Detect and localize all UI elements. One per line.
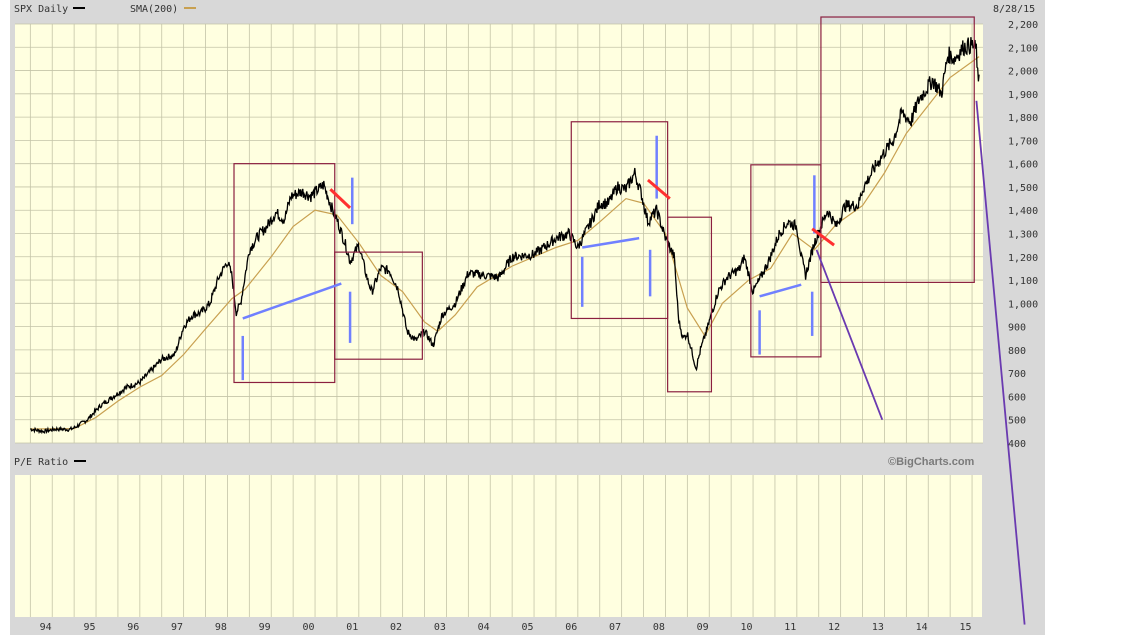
x-tick-label: 12 [828,622,840,633]
y-tick-label: 400 [1008,439,1026,450]
y-tick-label: 500 [1008,416,1026,427]
y-tick-label: 1,900 [1008,90,1038,101]
sma-label: SMA(200) [130,4,178,15]
purple-projection-line [975,100,1026,625]
lower-panel-header [10,454,1045,468]
x-tick-label: 07 [609,622,621,633]
series-legend-swatch [73,7,85,9]
y-tick-label: 1,800 [1008,113,1038,124]
date-label: 8/28/15 [993,4,1035,15]
annotation-box [820,16,975,283]
series-label: SPX Daily [14,4,68,15]
pe-legend-swatch [74,460,86,462]
y-tick-label: 1,100 [1008,276,1038,287]
x-tick-label: 96 [127,622,139,633]
red-trend-line [329,188,352,209]
x-tick-label: 08 [653,622,665,633]
purple-projection-line [815,249,884,421]
annotation-box [334,251,423,360]
credit-label: ©BigCharts.com [888,456,975,468]
annotation-box [667,216,713,393]
horizontal-gridlines [15,23,983,444]
x-tick-label: 15 [959,622,971,633]
sma-legend-swatch [184,7,196,9]
x-tick-label: 99 [259,622,271,633]
y-tick-label: 1,400 [1008,206,1038,217]
blue-trend-line [242,282,342,320]
x-tick-label: 03 [434,622,446,633]
x-tick-label: 94 [40,622,52,633]
x-tick-label: 11 [784,622,796,633]
annotations [233,16,1026,625]
x-tick-label: 13 [872,622,884,633]
y-tick-label: 700 [1008,369,1026,380]
blue-trend-line [582,236,640,249]
x-tick-label: 97 [171,622,183,633]
pe-ratio-label: P/E Ratio [14,457,68,468]
x-tick-label: 09 [697,622,709,633]
x-tick-label: 14 [916,622,928,633]
x-tick-label: 00 [302,622,314,633]
red-trend-line [646,178,671,200]
x-tick-label: 98 [215,622,227,633]
x-tick-label: 02 [390,622,402,633]
y-tick-label: 1,300 [1008,230,1038,241]
blue-trend-line [759,283,802,298]
y-tick-label: 1,000 [1008,299,1038,310]
y-tick-label: 1,700 [1008,136,1038,147]
y-tick-label: 2,000 [1008,67,1038,78]
x-tick-label: 04 [478,622,490,633]
y-tick-label: 600 [1008,392,1026,403]
lower-gridlines [29,475,973,617]
y-axis-labels: 400 500 600 700 800 900 1,000 1,100 1,200 1,300 1,… [1008,20,1038,450]
x-tick-label: 95 [83,622,95,633]
y-tick-label: 2,100 [1008,43,1038,54]
x-axis-labels: 94 95 96 97 98 99 00 01 02 03 04 05 06 07 08 09 10 11 12 13… [40,622,972,633]
y-tick-label: 1,500 [1008,183,1038,194]
x-tick-label: 10 [740,622,752,633]
x-tick-label: 05 [521,622,533,633]
x-tick-label: 06 [565,622,577,633]
y-tick-label: 1,200 [1008,253,1038,264]
x-tick-label: 01 [346,622,358,633]
lower-plot-area [15,475,983,617]
y-tick-label: 1,600 [1008,160,1038,171]
y-tick-label: 900 [1008,323,1026,334]
y-tick-label: 800 [1008,346,1026,357]
red-trend-line [811,227,835,247]
y-tick-label: 2,200 [1008,20,1038,31]
